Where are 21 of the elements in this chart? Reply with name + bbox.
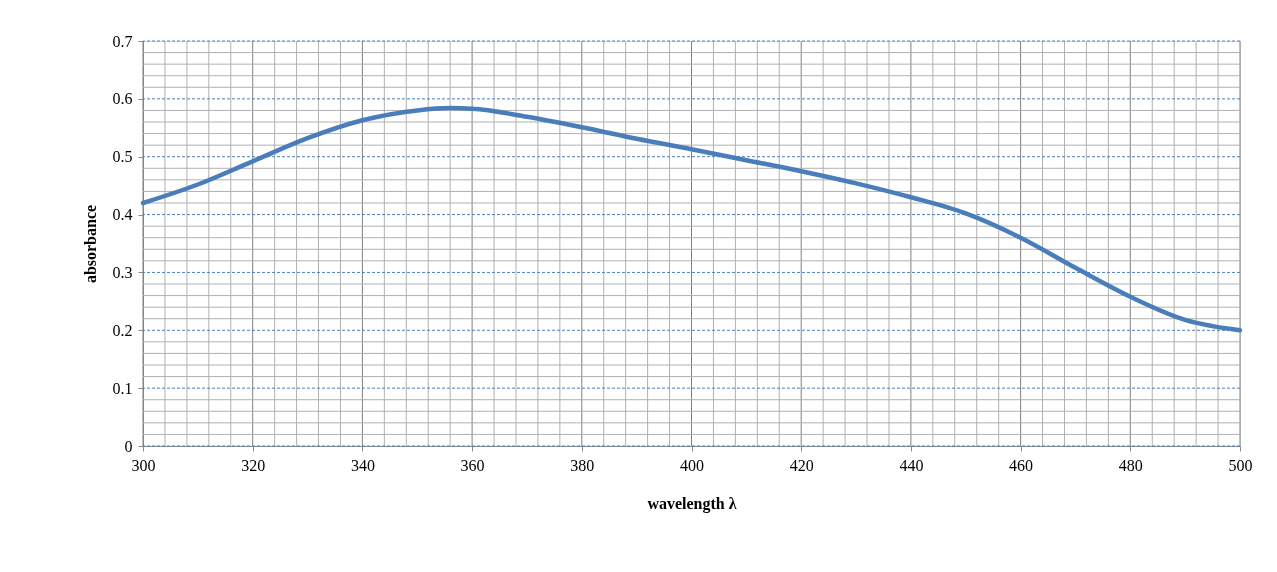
y-tick-label: 0.6 [112, 90, 133, 108]
x-tick-label: 320 [241, 456, 266, 474]
y-tick-label: 0.5 [112, 148, 133, 166]
y-tick-label: 0.2 [112, 321, 133, 339]
y-tick-label: 0.7 [112, 32, 133, 50]
x-tick-label: 380 [570, 456, 595, 474]
x-tick-label: 420 [789, 456, 814, 474]
y-tick-label: 0 [124, 437, 133, 455]
y-tick-label: 0.1 [112, 379, 133, 397]
x-tick-label: 340 [350, 456, 375, 474]
y-axis-title: absorbance [81, 204, 99, 284]
x-tick-label: 440 [899, 456, 924, 474]
y-tick-label: 0.4 [112, 206, 133, 224]
x-tick-label: 360 [460, 456, 485, 474]
x-tick-label: 480 [1118, 456, 1143, 474]
x-tick-label: 500 [1228, 456, 1253, 474]
x-tick-label: 460 [1009, 456, 1034, 474]
y-tick-label: 0.3 [112, 263, 133, 281]
x-tick-label: 300 [131, 456, 156, 474]
x-tick-label: 400 [680, 456, 704, 474]
x-axis-title: wavelength λ [647, 494, 737, 513]
